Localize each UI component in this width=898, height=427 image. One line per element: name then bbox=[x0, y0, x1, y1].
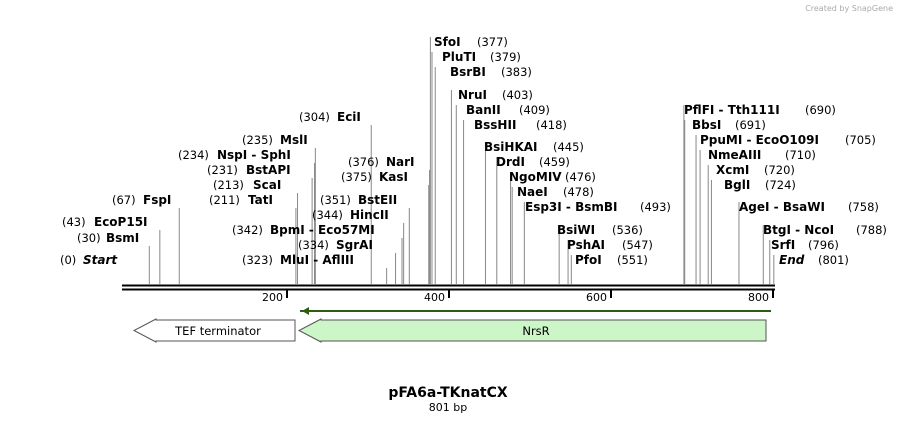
site-label: (547) bbox=[622, 238, 653, 252]
site-label: (377) bbox=[477, 35, 508, 49]
site-label: (344) bbox=[312, 208, 343, 222]
enzyme-name: HincII bbox=[350, 208, 389, 222]
enzyme-name: PshAI bbox=[567, 238, 605, 252]
site-label: (323) bbox=[242, 253, 273, 267]
ruler-tick-label: 600 bbox=[586, 291, 607, 304]
enzyme-name: BglI bbox=[724, 178, 750, 192]
enzyme-name: NaeI bbox=[517, 185, 548, 199]
enzyme-name: FspI bbox=[143, 193, 171, 207]
enzyme-name: SrfI bbox=[771, 238, 795, 252]
site-label: (43) bbox=[62, 215, 86, 229]
enzyme-name: SfoI bbox=[434, 35, 461, 49]
enzyme-name: EciI bbox=[337, 110, 361, 124]
site-label: (304) bbox=[299, 110, 330, 124]
site-label: (691) bbox=[735, 118, 766, 132]
feature-label: NrsR bbox=[522, 324, 549, 338]
map-length: 801 bp bbox=[429, 401, 467, 414]
site-label: (758) bbox=[848, 200, 879, 214]
enzyme-name: BpmI - Eco57MI bbox=[270, 223, 375, 237]
site-label: (409) bbox=[519, 103, 550, 117]
enzyme-name: DrdI bbox=[496, 155, 525, 169]
site-label: (478) bbox=[563, 185, 594, 199]
site-label: (720) bbox=[764, 163, 795, 177]
site-label: (334) bbox=[298, 238, 329, 252]
enzyme-name: NruI bbox=[458, 88, 487, 102]
enzyme-name: MluI - AflIII bbox=[280, 253, 354, 267]
site-label: (351) bbox=[320, 193, 351, 207]
enzyme-name: PpuMI - EcoO109I bbox=[700, 133, 819, 147]
enzyme-name: KasI bbox=[379, 170, 408, 184]
site-label: (342) bbox=[232, 223, 263, 237]
enzyme-name: NmeAIII bbox=[708, 148, 761, 162]
enzyme-name: BsrBI bbox=[450, 65, 486, 79]
enzyme-name: BanII bbox=[466, 103, 501, 117]
site-label: (0) bbox=[60, 253, 76, 267]
feature-arrow bbox=[132, 318, 296, 343]
site-label: (231) bbox=[207, 163, 238, 177]
ruler-tick-label: 200 bbox=[262, 291, 283, 304]
feature-label: TEF terminator bbox=[174, 324, 261, 338]
enzyme-name: BsiWI bbox=[557, 223, 595, 237]
enzyme-name: NspI - SphI bbox=[217, 148, 291, 162]
site-label: (493) bbox=[640, 200, 671, 214]
site-label: (801) bbox=[818, 253, 849, 267]
site-label: (788) bbox=[856, 223, 887, 237]
ruler-tick-label: 400 bbox=[424, 291, 445, 304]
site-label: (379) bbox=[490, 50, 521, 64]
site-label: (796) bbox=[808, 238, 839, 252]
site-label: (705) bbox=[845, 133, 876, 147]
site-label: (30) bbox=[77, 231, 101, 245]
site-label: (375) bbox=[341, 170, 372, 184]
site-label: (551) bbox=[617, 253, 648, 267]
enzyme-name: Start bbox=[83, 253, 118, 267]
map-title: pFA6a-TKnatCX bbox=[388, 385, 508, 401]
ruler-tick-label: 800 bbox=[748, 291, 769, 304]
enzyme-name: BstAPI bbox=[246, 163, 291, 177]
site-label: (67) bbox=[112, 193, 136, 207]
enzyme-name: PluTI bbox=[442, 50, 476, 64]
enzyme-name: SgrAI bbox=[336, 238, 373, 252]
enzyme-name: NarI bbox=[386, 155, 415, 169]
enzyme-name: ScaI bbox=[253, 178, 281, 192]
enzyme-name: BsiHKAI bbox=[484, 140, 538, 154]
enzyme-name: XcmI bbox=[716, 163, 749, 177]
enzyme-name: BbsI bbox=[692, 118, 721, 132]
site-label: (476) bbox=[565, 170, 596, 184]
site-label: (403) bbox=[502, 88, 533, 102]
enzyme-name: BssHII bbox=[474, 118, 516, 132]
site-label: (383) bbox=[501, 65, 532, 79]
feature-arrow bbox=[297, 318, 767, 343]
site-label: (234) bbox=[178, 148, 209, 162]
site-label: (376) bbox=[348, 155, 379, 169]
enzyme-name: EcoP15I bbox=[94, 215, 148, 229]
site-label: (690) bbox=[805, 103, 836, 117]
enzyme-name: AgeI - BsaWI bbox=[739, 200, 825, 214]
site-label: (213) bbox=[213, 178, 244, 192]
site-label: (418) bbox=[536, 118, 567, 132]
site-label: (724) bbox=[765, 178, 796, 192]
enzyme-name: BsmI bbox=[106, 231, 139, 245]
enzyme-name: MslI bbox=[280, 133, 308, 147]
feature-arrowhead bbox=[302, 307, 309, 315]
enzyme-name: PflFI - Tth111I bbox=[684, 103, 780, 117]
site-label: (536) bbox=[612, 223, 643, 237]
enzyme-name: Esp3I - BsmBI bbox=[525, 200, 617, 214]
site-label: (459) bbox=[539, 155, 570, 169]
enzyme-name: PfoI bbox=[575, 253, 602, 267]
site-label: (710) bbox=[785, 148, 816, 162]
credit: Created by SnapGene bbox=[805, 4, 893, 13]
enzyme-name: BstEII bbox=[358, 193, 397, 207]
enzyme-name: End bbox=[779, 253, 805, 267]
site-label: (445) bbox=[553, 140, 584, 154]
site-label: (211) bbox=[209, 193, 240, 207]
site-label: (235) bbox=[242, 133, 273, 147]
enzyme-name: TatI bbox=[248, 193, 273, 207]
enzyme-name: NgoMIV bbox=[509, 170, 562, 184]
enzyme-name: BtgI - NcoI bbox=[763, 223, 834, 237]
